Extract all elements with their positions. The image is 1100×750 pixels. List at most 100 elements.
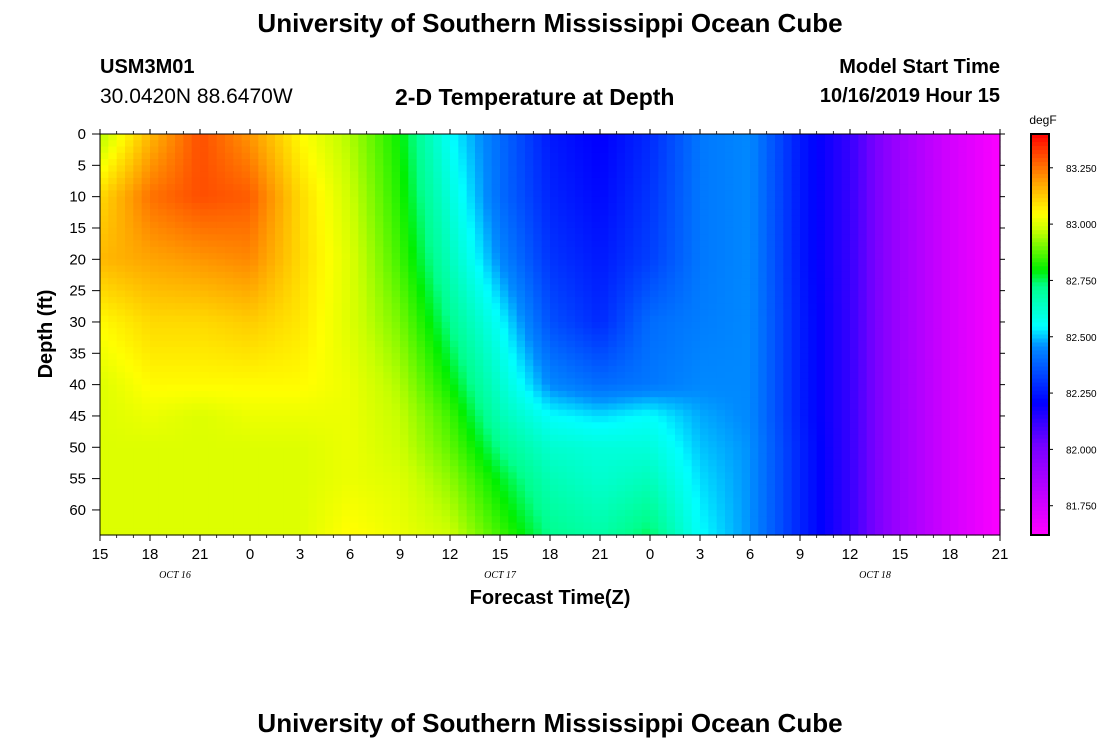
heatmap-cell <box>267 184 276 191</box>
heatmap-cell <box>108 215 117 222</box>
heatmap-cell <box>275 479 284 486</box>
heatmap-cell <box>558 297 567 304</box>
heatmap-cell <box>408 353 417 360</box>
heatmap-cell <box>658 428 667 435</box>
heatmap-cell <box>517 159 526 166</box>
heatmap-cell <box>417 316 426 323</box>
heatmap-cell <box>700 147 709 154</box>
heatmap-cell <box>350 266 359 273</box>
heatmap-cell <box>717 510 726 517</box>
heatmap-cell <box>258 522 267 529</box>
heatmap-cell <box>617 178 626 185</box>
heatmap-cell <box>583 378 592 385</box>
heatmap-cell <box>692 372 701 379</box>
heatmap-cell <box>317 510 326 517</box>
heatmap-cell <box>725 247 734 254</box>
heatmap-cell <box>392 228 401 235</box>
heatmap-cell <box>733 297 742 304</box>
heatmap-cell <box>717 391 726 398</box>
heatmap-cell <box>625 460 634 467</box>
heatmap-cell <box>100 454 109 461</box>
heatmap-cell <box>525 266 534 273</box>
heatmap-cell <box>642 284 651 291</box>
heatmap-cell <box>500 140 509 147</box>
heatmap-cell <box>150 303 159 310</box>
heatmap-cell <box>508 215 517 222</box>
heatmap-cell <box>183 435 192 442</box>
heatmap-cell <box>717 215 726 222</box>
heatmap-cell <box>650 284 659 291</box>
heatmap-cell <box>517 172 526 179</box>
heatmap-cell <box>575 165 584 172</box>
heatmap-cell <box>183 491 192 498</box>
heatmap-cell <box>650 366 659 373</box>
heatmap-cell <box>692 309 701 316</box>
heatmap-cell <box>675 215 684 222</box>
heatmap-cell <box>383 234 392 241</box>
heatmap-cell <box>667 497 676 504</box>
heatmap-cell <box>358 147 367 154</box>
heatmap-cell <box>542 241 551 248</box>
heatmap-cell <box>442 403 451 410</box>
heatmap-cell <box>567 366 576 373</box>
heatmap-cell <box>358 234 367 241</box>
heatmap-cell <box>733 447 742 454</box>
heatmap-cell <box>333 485 342 492</box>
heatmap-cell <box>492 272 501 279</box>
heatmap-cell <box>233 247 242 254</box>
heatmap-cell <box>450 234 459 241</box>
heatmap-cell <box>100 403 109 410</box>
heatmap-cell <box>317 460 326 467</box>
heatmap-cell <box>742 360 751 367</box>
heatmap-cell <box>167 153 176 160</box>
heatmap-cell <box>700 510 709 517</box>
heatmap-cell <box>350 378 359 385</box>
heatmap-cell <box>742 522 751 529</box>
heatmap-cell <box>658 172 667 179</box>
heatmap-cell <box>300 428 309 435</box>
heatmap-cell <box>600 510 609 517</box>
heatmap-cell <box>100 303 109 310</box>
heatmap-cell <box>125 291 134 298</box>
heatmap-cell <box>708 353 717 360</box>
heatmap-cell <box>283 222 292 229</box>
heatmap-cell <box>617 454 626 461</box>
heatmap-cell <box>133 497 142 504</box>
heatmap-cell <box>725 266 734 273</box>
heatmap-cell <box>692 422 701 429</box>
heatmap-cell <box>725 153 734 160</box>
heatmap-cell <box>192 147 201 154</box>
heatmap-cell <box>583 416 592 423</box>
heatmap-cell <box>192 378 201 385</box>
heatmap-cell <box>392 341 401 348</box>
heatmap-cell <box>675 303 684 310</box>
heatmap-cell <box>550 460 559 467</box>
heatmap-cell <box>158 472 167 479</box>
heatmap-cell <box>375 328 384 335</box>
heatmap-cell <box>400 284 409 291</box>
heatmap-cell <box>542 422 551 429</box>
heatmap-cell <box>742 353 751 360</box>
heatmap-cell <box>667 416 676 423</box>
heatmap-cell <box>675 385 684 392</box>
heatmap-cell <box>375 203 384 210</box>
heatmap-cell <box>208 147 217 154</box>
heatmap-cell <box>175 197 184 204</box>
heatmap-cell <box>100 485 109 492</box>
heatmap-cell <box>608 165 617 172</box>
heatmap-cell <box>158 241 167 248</box>
heatmap-cell <box>308 385 317 392</box>
heatmap-cell <box>233 460 242 467</box>
heatmap-cell <box>575 504 584 511</box>
heatmap-cell <box>725 159 734 166</box>
heatmap-cell <box>583 147 592 154</box>
heatmap-cell <box>217 504 226 511</box>
heatmap-cell <box>433 134 442 141</box>
heatmap-cell <box>317 190 326 197</box>
heatmap-cell <box>208 303 217 310</box>
heatmap-cell <box>642 447 651 454</box>
heatmap-cell <box>633 335 642 342</box>
heatmap-cell <box>208 447 217 454</box>
heatmap-cell <box>342 366 351 373</box>
heatmap-cell <box>242 391 251 398</box>
